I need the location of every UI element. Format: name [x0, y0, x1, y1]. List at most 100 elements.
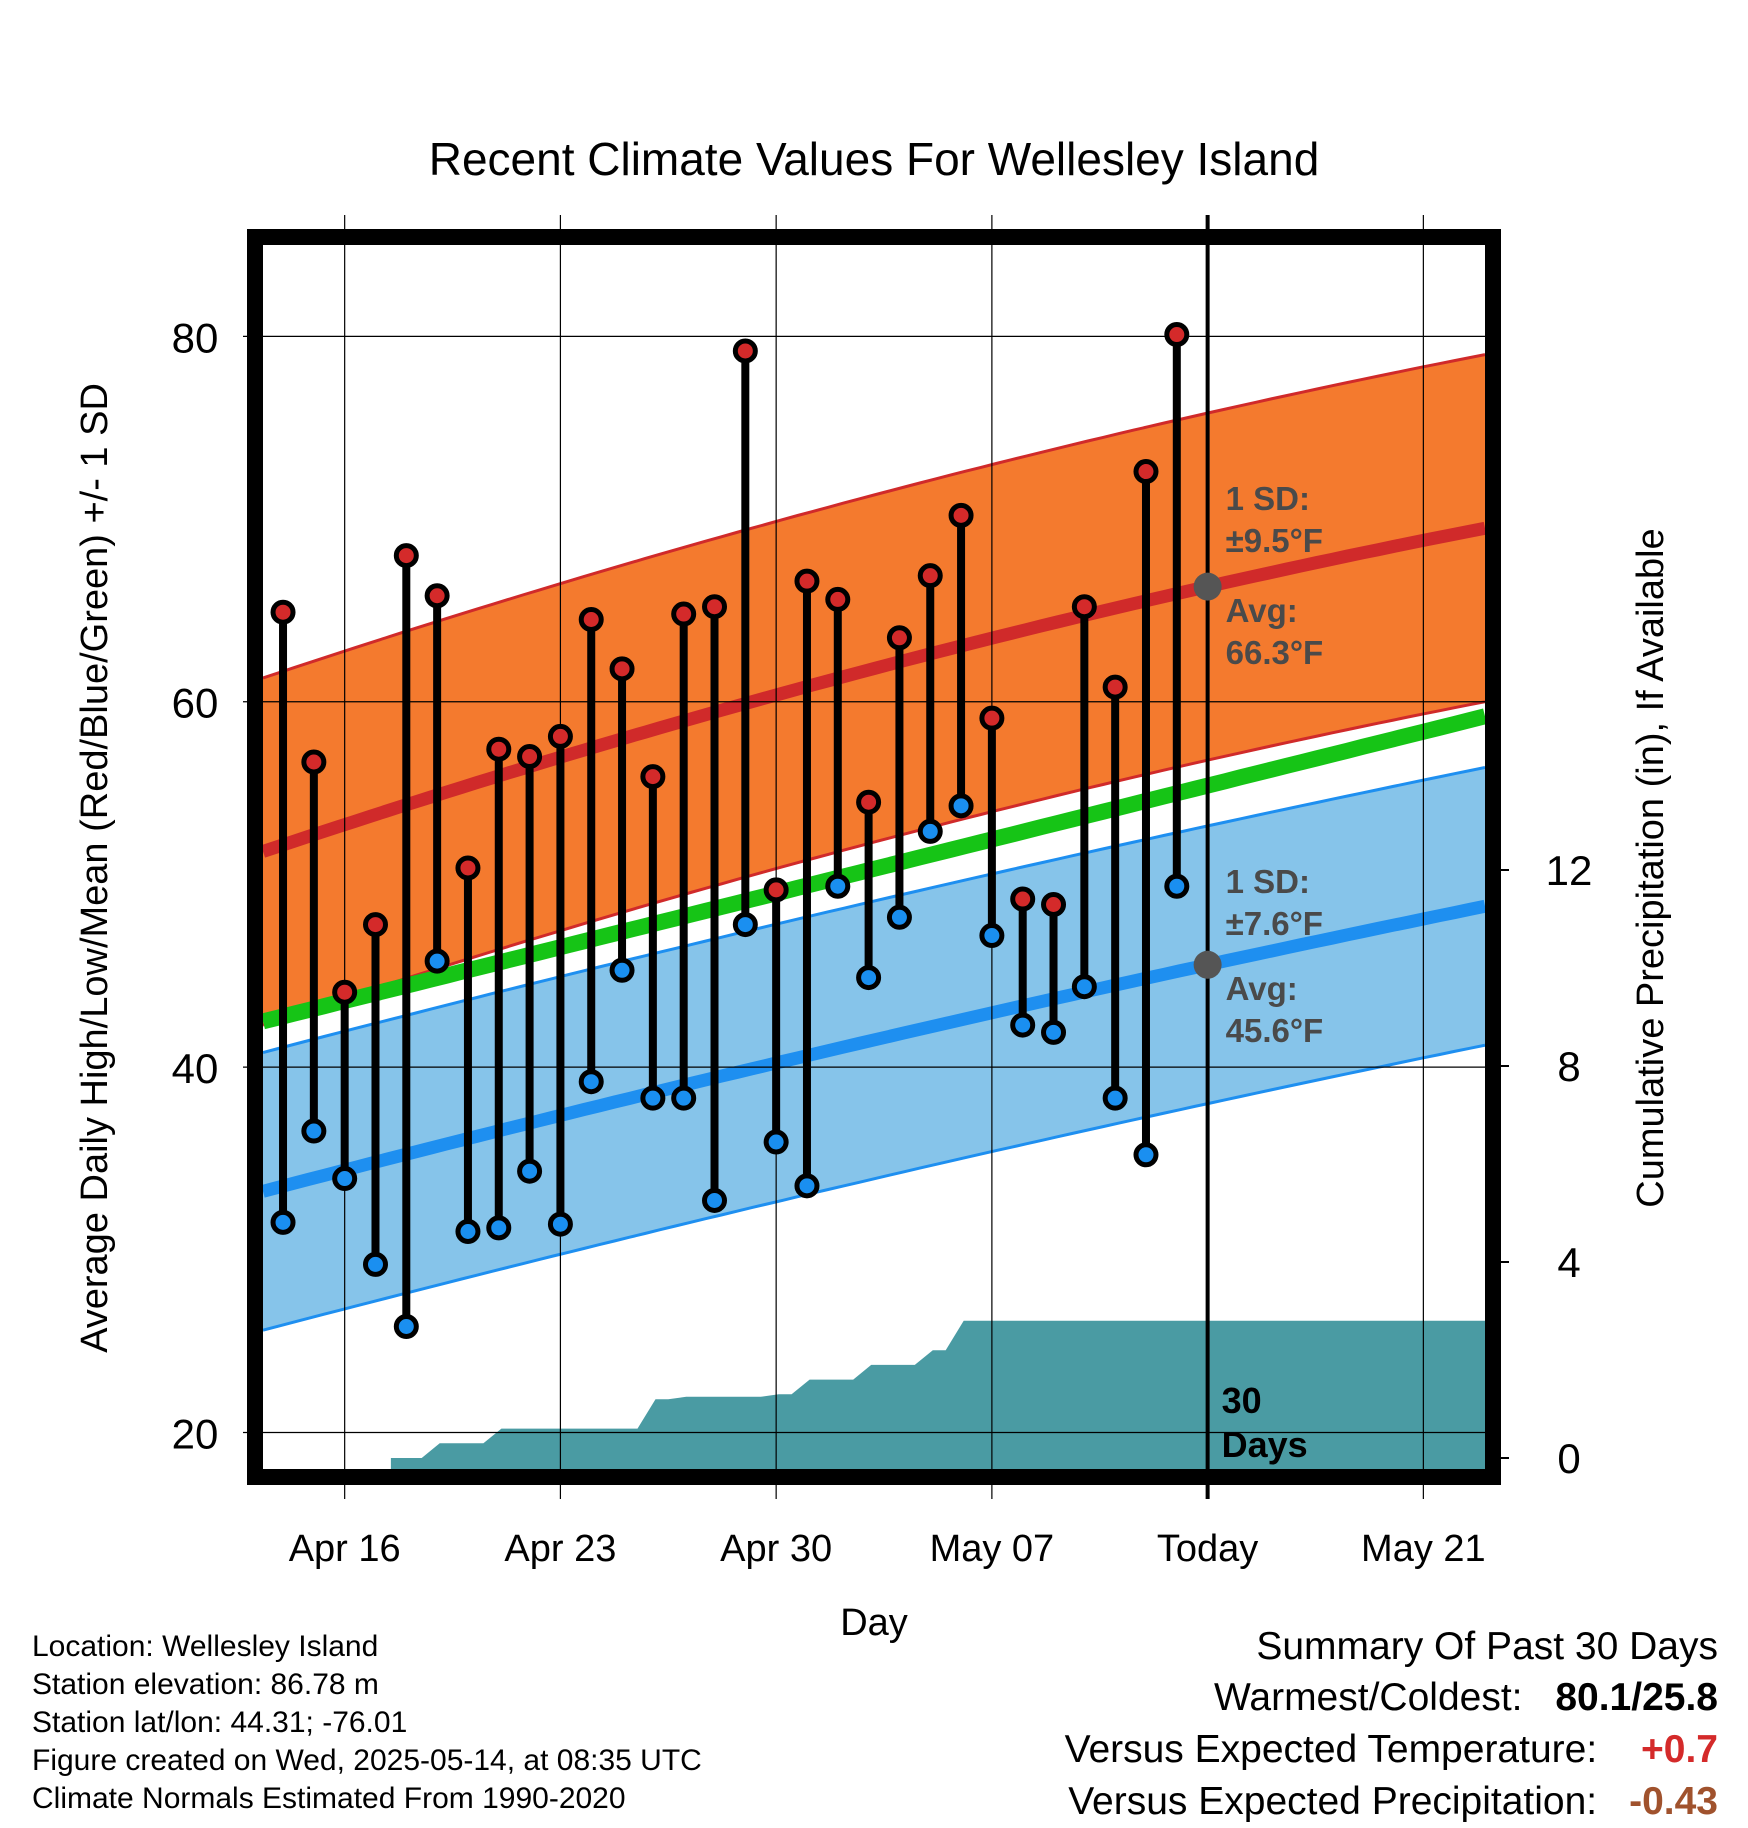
- daily-high-point: [578, 607, 604, 633]
- sd-low-label: 1 SD:: [1226, 863, 1310, 900]
- plot-frame: [247, 229, 1501, 1485]
- daily-low-point: [1102, 1085, 1128, 1111]
- temp-anomaly-value: +0.7: [1641, 1728, 1718, 1771]
- daily-low-point: [301, 1118, 327, 1144]
- avg-high-marker: [1193, 572, 1222, 601]
- sd-low-value: ±7.6°F: [1226, 905, 1323, 942]
- warm-cold-value: 80.1/25.8: [1555, 1676, 1718, 1719]
- y2-tick-label: 12: [1546, 847, 1593, 894]
- elevation-text: Station elevation: 86.78 m: [32, 1668, 379, 1701]
- daily-low-point: [856, 965, 882, 991]
- daily-high-point: [1133, 459, 1159, 485]
- avg-high-label: Avg:: [1226, 592, 1298, 629]
- plot-border: [247, 229, 1501, 1485]
- created-text: Figure created on Wed, 2025-05-14, at 08…: [32, 1744, 702, 1777]
- daily-high-point: [517, 744, 543, 770]
- daily-low-point: [763, 1129, 789, 1155]
- daily-high-point: [455, 855, 481, 881]
- y2-tick-label: 4: [1557, 1239, 1580, 1286]
- x-axis-label: Day: [840, 1602, 908, 1644]
- daily-high-point: [301, 749, 327, 775]
- y2-tick-label: 0: [1557, 1435, 1580, 1482]
- x-tick-label: Apr 30: [720, 1528, 832, 1570]
- x-tick-label: Today: [1157, 1528, 1258, 1570]
- days-word: Days: [1222, 1424, 1308, 1465]
- daily-low-point: [671, 1085, 697, 1111]
- daily-high-point: [486, 736, 512, 762]
- daily-low-point: [609, 957, 635, 983]
- daily-high-point: [332, 979, 358, 1005]
- daily-high-point: [702, 594, 728, 620]
- daily-low-point: [393, 1314, 419, 1340]
- x-tick-label: May 21: [1361, 1528, 1486, 1570]
- y-tick-label: 20: [172, 1410, 219, 1457]
- low-lower-edge: [263, 1043, 1485, 1332]
- x-tick-label: May 07: [930, 1528, 1055, 1570]
- daily-high-point: [1010, 886, 1036, 912]
- daily-low-point: [886, 904, 912, 930]
- daily-high-point: [362, 912, 388, 938]
- daily-low-point: [332, 1166, 358, 1192]
- normals-text: Climate Normals Estimated From 1990-2020: [32, 1782, 626, 1815]
- daily-low-point: [702, 1187, 728, 1213]
- daily-high-point: [1071, 594, 1097, 620]
- daily-high-point: [640, 764, 666, 790]
- daily-low-point: [270, 1209, 296, 1235]
- avg-low-value: 45.6°F: [1226, 1012, 1324, 1049]
- daily-low-point: [362, 1251, 388, 1277]
- warm-cold-label: Warmest/Coldest:: [1214, 1676, 1523, 1719]
- daily-low-point: [794, 1173, 820, 1199]
- avg-high-value: 66.3°F: [1226, 634, 1324, 671]
- daily-low-point: [917, 818, 943, 844]
- x-tick-label: Apr 23: [504, 1528, 616, 1570]
- daily-high-point: [948, 502, 974, 528]
- station-info: Location: Wellesley Island Station eleva…: [32, 1628, 702, 1818]
- days-count: 30: [1222, 1380, 1262, 1421]
- daily-low-point: [1041, 1019, 1067, 1045]
- daily-high-point: [794, 568, 820, 594]
- daily-low-point: [948, 793, 974, 819]
- temp-anomaly-label: Versus Expected Temperature:: [1064, 1728, 1598, 1771]
- normal-high-line: [263, 521, 1485, 858]
- daily-low-point: [640, 1085, 666, 1111]
- daily-low-point: [825, 873, 851, 899]
- daily-high-point: [1041, 891, 1067, 917]
- avg-low-label: Avg:: [1226, 970, 1298, 1007]
- precip-anomaly-label: Versus Expected Precipitation:: [1068, 1780, 1598, 1823]
- daily-low-point: [1010, 1012, 1036, 1038]
- daily-high-point: [825, 586, 851, 612]
- daily-low-point: [486, 1215, 512, 1241]
- daily-high-point: [1102, 674, 1128, 700]
- daily-low-point: [1071, 974, 1097, 1000]
- daily-low-point: [578, 1069, 604, 1095]
- avg-low-marker: [1193, 950, 1222, 979]
- daily-high-point: [979, 705, 1005, 731]
- low-sd-band: [263, 767, 1485, 1331]
- axis-ticks: Apr 16 Apr 23 Apr 30 May 07 Today May 2120406…: [172, 314, 1593, 1570]
- daily-low-point: [517, 1158, 543, 1184]
- x-tick-label: Apr 16: [289, 1528, 401, 1570]
- temperature-series: [270, 322, 1190, 1340]
- daily-low-point: [1133, 1142, 1159, 1168]
- daily-high-point: [547, 723, 573, 749]
- daily-low-point: [424, 948, 450, 974]
- location-text: Location: Wellesley Island: [32, 1630, 379, 1663]
- daily-high-point: [917, 563, 943, 589]
- daily-high-point: [393, 543, 419, 569]
- annotations: 1 SD: ±9.5°F Avg: 66.3°F 1 SD: ±7.6°F Avg: 45.6…: [1193, 480, 1324, 1465]
- daily-low-point: [1164, 873, 1190, 899]
- daily-high-point: [270, 599, 296, 625]
- sd-high-label: 1 SD:: [1226, 480, 1310, 517]
- daily-high-point: [1164, 322, 1190, 348]
- y2-tick-label: 8: [1557, 1043, 1580, 1090]
- latlon-text: Station lat/lon: 44.31; -76.01: [32, 1706, 408, 1739]
- daily-high-point: [886, 625, 912, 651]
- y-tick-label: 40: [172, 1045, 219, 1092]
- daily-high-point: [763, 877, 789, 903]
- summary-heading: Summary Of Past 30 Days: [1256, 1625, 1718, 1668]
- precip-area: [390, 1320, 1485, 1469]
- daily-low-point: [979, 923, 1005, 949]
- y-tick-label: 60: [172, 680, 219, 727]
- daily-low-point: [455, 1219, 481, 1245]
